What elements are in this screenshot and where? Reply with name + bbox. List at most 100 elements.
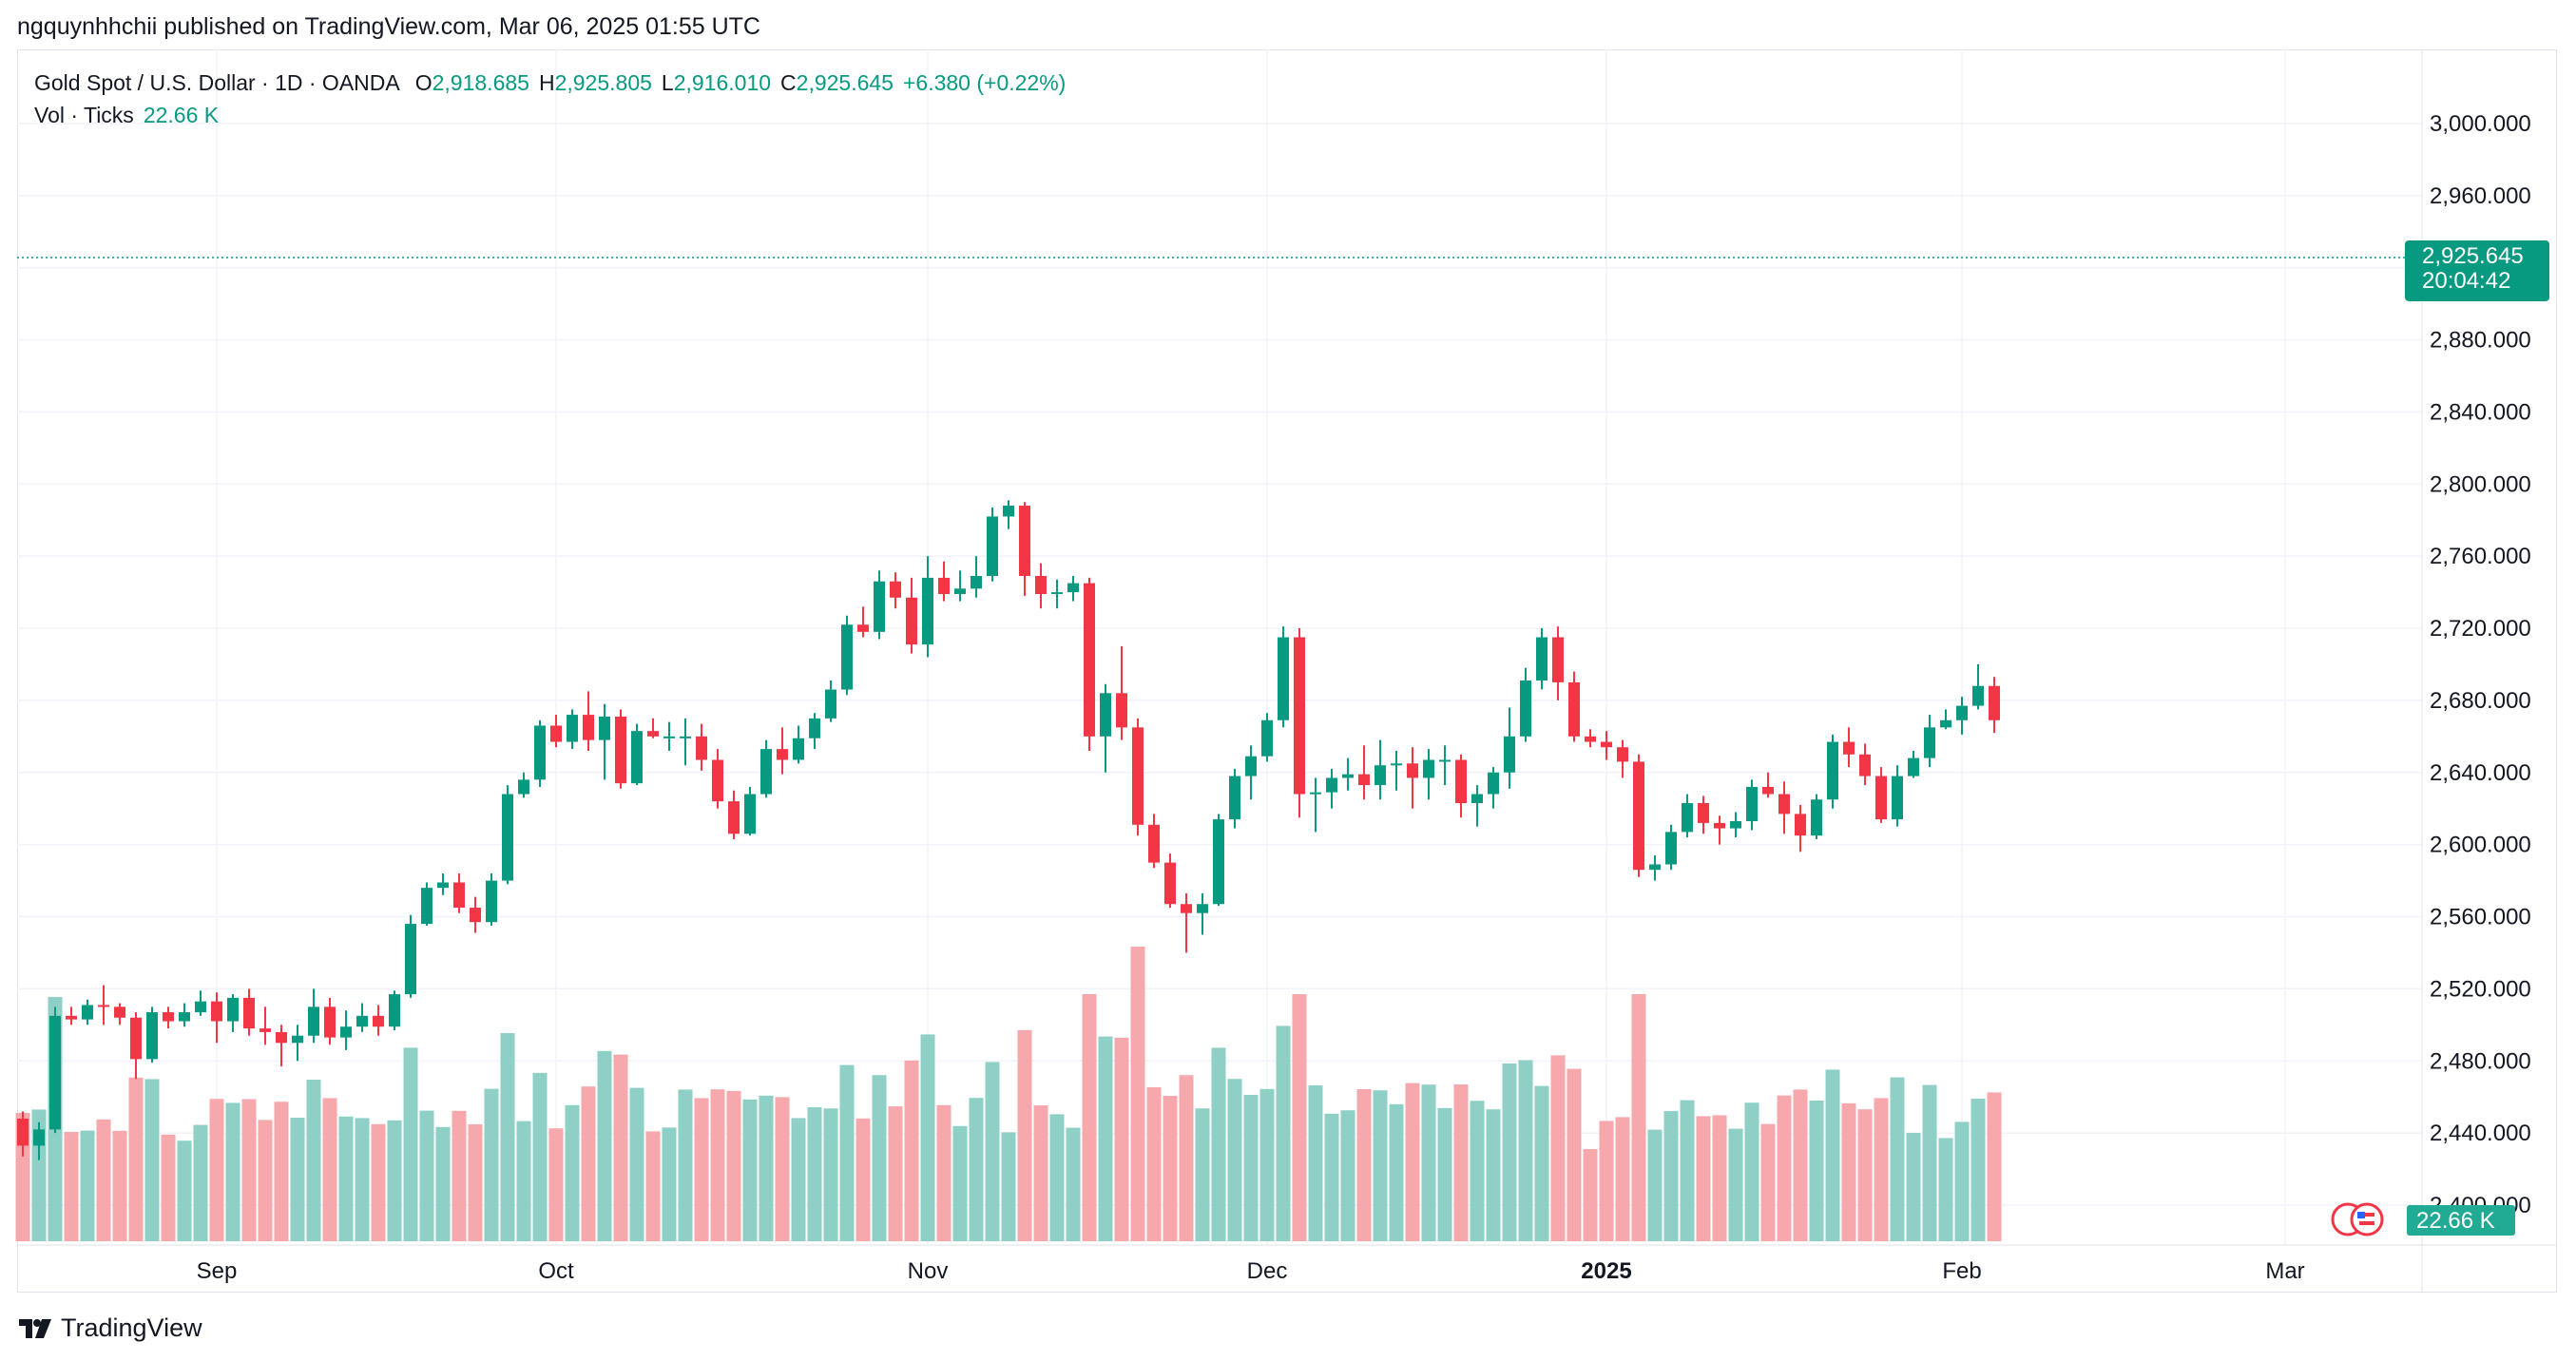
volume-bar: [710, 1089, 725, 1241]
open-label: O: [414, 69, 433, 95]
volume-bar: [872, 1075, 887, 1241]
candle-body: [1617, 747, 1628, 762]
volume-bar: [920, 1034, 935, 1241]
candle-body: [938, 577, 950, 594]
price-badge[interactable]: 2,925.645 20:04:42: [2405, 240, 2549, 301]
candle-body: [1310, 792, 1321, 795]
volume-bar: [1308, 1085, 1323, 1241]
publish-info: ngquynhhchii published on TradingView.co…: [17, 13, 760, 40]
candle-body: [130, 1017, 142, 1060]
candle-body: [324, 1006, 336, 1038]
volume-label[interactable]: Vol · Ticks: [34, 102, 134, 127]
y-tick-label: 2,960.000: [2430, 183, 2531, 209]
candle-body: [1552, 637, 1564, 682]
low-value: 2,916.010: [673, 69, 772, 95]
volume-bar: [1082, 994, 1097, 1241]
volume-bar: [1243, 1095, 1259, 1241]
volume-bar: [1259, 1088, 1275, 1241]
candle-body: [1859, 754, 1871, 776]
candle-body: [857, 624, 869, 632]
candle-body: [356, 1015, 368, 1027]
candle-body: [1778, 794, 1790, 815]
candle-body: [1164, 862, 1176, 905]
chart-frame[interactable]: [17, 49, 2557, 1293]
price-legend-row: Gold Spot / U.S. Dollar · 1D · OANDA O2,…: [34, 67, 1066, 99]
chart-legend: Gold Spot / U.S. Dollar · 1D · OANDA O2,…: [34, 67, 1066, 131]
candle-body: [98, 1005, 109, 1007]
volume-bar: [662, 1127, 677, 1241]
volume-bar: [419, 1110, 434, 1241]
x-tick-label: Feb: [1942, 1258, 1981, 1284]
volume-bar: [726, 1090, 741, 1241]
candle-body: [647, 731, 659, 737]
candle-body: [1698, 803, 1709, 823]
candle-body: [1229, 776, 1240, 820]
volume-bar: [1163, 1096, 1178, 1241]
volume-legend-row: Vol · Ticks 22.66 K: [34, 99, 1066, 131]
volume-bar: [452, 1110, 467, 1241]
candle-body: [663, 736, 675, 738]
volume-bar: [694, 1098, 709, 1241]
volume-bar: [629, 1087, 644, 1241]
volume-bar: [1486, 1109, 1501, 1241]
candle-body: [502, 794, 513, 881]
volume-bar: [338, 1116, 354, 1241]
tradingview-brand[interactable]: TradingView: [17, 1313, 202, 1343]
x-tick-label: Sep: [197, 1258, 238, 1284]
candle-layer: [17, 500, 2000, 1160]
candle-body: [1181, 904, 1192, 913]
volume-layer: [15, 947, 2002, 1241]
open-value: 2,918.685: [432, 69, 529, 95]
volume-bar: [1825, 1069, 1840, 1241]
symbol-title[interactable]: Gold Spot / U.S. Dollar · 1D · OANDA: [34, 69, 400, 95]
candle-body: [841, 624, 853, 690]
x-tick-label: Oct: [538, 1258, 574, 1284]
candle-body: [1649, 864, 1661, 871]
candle-body: [1972, 685, 1984, 706]
volume-bar: [274, 1102, 289, 1241]
us-flag-icon: [2350, 1202, 2384, 1236]
candle-body: [760, 749, 772, 795]
candle-body: [1892, 776, 1903, 820]
candle-body: [389, 994, 400, 1027]
volume-bar: [1373, 1090, 1388, 1241]
volume-bar: [969, 1098, 984, 1241]
candle-body: [1439, 759, 1451, 762]
candle-body: [954, 588, 966, 594]
candle-body: [1375, 765, 1386, 786]
candle-body: [1148, 824, 1160, 863]
candle-body: [437, 882, 449, 889]
candle-body: [17, 1118, 29, 1146]
volume-bar: [112, 1130, 127, 1241]
volume-bar: [823, 1108, 838, 1241]
candle-body: [1294, 637, 1305, 795]
x-tick-label: 2025: [1581, 1258, 1631, 1284]
candle-body: [1568, 681, 1580, 737]
volume-bar: [290, 1118, 305, 1241]
volume-bar: [1130, 947, 1145, 1241]
volume-bar: [144, 1079, 160, 1241]
candle-body: [1423, 759, 1434, 778]
candle-body: [227, 997, 239, 1022]
candle-body: [1278, 637, 1289, 720]
candle-body: [534, 725, 546, 780]
candle-body: [922, 577, 933, 645]
volume-bar: [403, 1047, 418, 1241]
volume-bar: [1340, 1110, 1355, 1241]
volume-bar: [548, 1128, 564, 1241]
volume-bar: [1211, 1047, 1226, 1241]
volume-bar: [1712, 1115, 1727, 1241]
tradingview-logo-icon: [19, 1318, 51, 1338]
candle-body: [421, 888, 433, 925]
close-label: C: [780, 69, 797, 95]
candle-body: [1601, 741, 1612, 748]
volume-value: 22.66 K: [143, 102, 220, 127]
volume-bar: [1276, 1026, 1291, 1241]
volume-bar: [468, 1124, 483, 1241]
x-tick-label: Nov: [908, 1258, 949, 1284]
volume-bar: [1114, 1037, 1129, 1241]
flag-icons[interactable]: [2331, 1202, 2384, 1236]
candle-body: [987, 516, 998, 577]
volume-bar: [985, 1062, 1000, 1241]
